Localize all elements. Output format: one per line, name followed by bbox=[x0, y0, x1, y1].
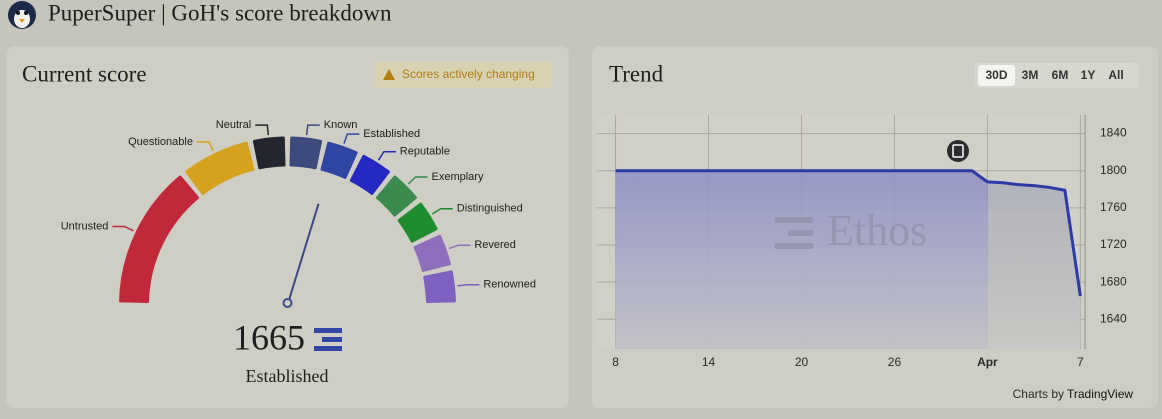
x-tick-label: 8 bbox=[612, 355, 619, 369]
gauge-segment bbox=[413, 234, 451, 272]
range-button[interactable]: All bbox=[1108, 68, 1123, 82]
x-tick-label: 20 bbox=[795, 355, 809, 369]
gauge-segment bbox=[119, 175, 200, 303]
gauge-label: Neutral bbox=[216, 119, 251, 131]
x-tick-label: 14 bbox=[702, 355, 716, 369]
gauge-segment bbox=[375, 175, 417, 217]
y-tick-label: 1680 bbox=[1100, 274, 1127, 288]
gauge-segment bbox=[320, 141, 358, 179]
warning-icon bbox=[383, 69, 395, 80]
watermark-text: Ethos bbox=[827, 206, 927, 255]
score-value: 1665 bbox=[233, 317, 305, 357]
y-tick-label: 1640 bbox=[1100, 311, 1127, 325]
gauge-segment bbox=[185, 141, 255, 195]
gauge-leader bbox=[255, 124, 270, 136]
y-tick-label: 1720 bbox=[1100, 237, 1127, 251]
gauge-leader bbox=[112, 225, 134, 232]
gauge-label: Renowned bbox=[483, 279, 536, 291]
watermark bbox=[775, 217, 813, 249]
score-level: Established bbox=[246, 366, 329, 386]
y-tick-label: 1760 bbox=[1100, 200, 1127, 214]
gauge-leader bbox=[196, 141, 214, 152]
range-button[interactable]: 3M bbox=[1022, 68, 1039, 82]
page-title: PuperSuper | GoH's score breakdown bbox=[48, 0, 392, 25]
score-card bbox=[6, 46, 569, 408]
gauge-label: Established bbox=[363, 128, 420, 140]
range-group bbox=[975, 63, 1139, 88]
gauge-segment bbox=[397, 202, 438, 243]
needle-pivot bbox=[282, 298, 293, 308]
gauge-segment bbox=[252, 136, 286, 170]
badge-text: Scores actively changing bbox=[402, 67, 535, 81]
range-button[interactable]: 6M bbox=[1052, 68, 1069, 82]
gauge-segment bbox=[423, 270, 456, 303]
gauge-needle bbox=[288, 203, 320, 300]
range-button[interactable]: 30D bbox=[985, 68, 1007, 82]
gauge-label: Exemplary bbox=[431, 171, 483, 183]
gauge-segment bbox=[349, 154, 390, 195]
card-title: Current score bbox=[22, 61, 147, 86]
area-fade bbox=[615, 170, 1081, 349]
gauge-leader bbox=[457, 283, 480, 287]
gauge-leader bbox=[407, 176, 428, 185]
ethos-icon bbox=[314, 328, 342, 351]
x-tick-label: 7 bbox=[1077, 355, 1084, 369]
gauge-label: Questionable bbox=[128, 136, 193, 148]
x-tick-label: Apr bbox=[977, 355, 998, 369]
line bbox=[615, 169, 1082, 297]
gauge-leader bbox=[431, 207, 453, 215]
gauge-leader bbox=[448, 244, 471, 250]
gauge-label: Known bbox=[324, 119, 358, 131]
range-button[interactable]: 1Y bbox=[1081, 68, 1096, 82]
note-marker bbox=[947, 140, 969, 162]
gauge-label: Untrusted bbox=[61, 220, 109, 232]
gauge: Untrusted Questionable Neutral Known Establi… bbox=[61, 119, 536, 308]
attribution: TradingView bbox=[1067, 387, 1133, 401]
card-title: Trend bbox=[609, 61, 664, 86]
avatar bbox=[8, 1, 36, 29]
x-tick-label: 26 bbox=[888, 355, 902, 369]
gauge-label: Distinguished bbox=[457, 203, 523, 215]
gauge-segment bbox=[289, 136, 323, 170]
gauge-leader bbox=[377, 150, 396, 161]
range-button-bg bbox=[978, 65, 1015, 86]
y-tick-label: 1840 bbox=[1100, 126, 1127, 140]
gauge-leader bbox=[343, 133, 360, 144]
attribution-prefix: Charts by bbox=[1013, 387, 1064, 401]
badge bbox=[375, 61, 552, 88]
gauge-label: Reputable bbox=[400, 146, 450, 158]
gauge-leader bbox=[305, 124, 320, 136]
gauge-label: Revered bbox=[474, 239, 516, 251]
y-tick-label: 1800 bbox=[1100, 163, 1127, 177]
